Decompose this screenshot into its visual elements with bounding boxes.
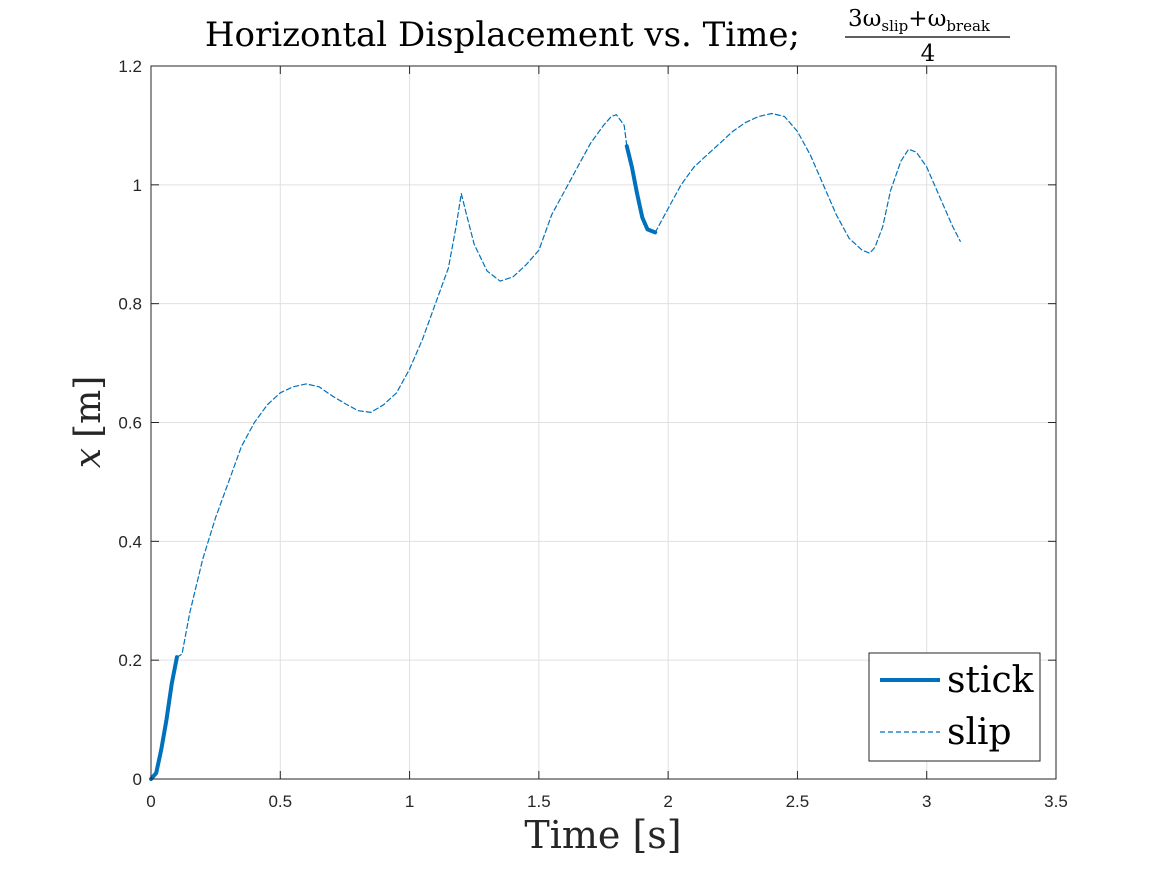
y-tick-label: 0.8: [118, 295, 142, 314]
axis-ticks: 0 0.5 1 1.5 2 2.5 3 3.5 0 0.2 0.4 0.6 0.8 1 1.2: [118, 57, 1067, 811]
y-tick-label: 0: [133, 770, 142, 789]
y-tick-label: 0.2: [118, 651, 142, 670]
y-tick-label: 1: [133, 176, 142, 195]
y-tick-label: 1.2: [118, 57, 142, 76]
title-numerator: 3ωslip+ωbreak: [848, 6, 991, 35]
grid-lines: [151, 66, 1056, 779]
title-text: Horizontal Displacement vs. Time;: [205, 15, 800, 55]
chart-title: Horizontal Displacement vs. Time; 3ωslip…: [205, 6, 1010, 67]
legend-stick-label: stick: [947, 660, 1035, 701]
y-axis-title: x[m]: [68, 376, 109, 469]
x-tick-label: 3: [922, 792, 931, 811]
series-line-slip: [654, 112, 961, 254]
x-tick-label: 2.5: [786, 792, 810, 811]
plot-area: 0 0.5 1 1.5 2 2.5 3 3.5 0 0.2 0.4 0.6 0.8 1 1.2: [118, 57, 1067, 811]
legend-box: [868, 652, 1041, 762]
series-line-slip: [176, 114, 628, 658]
x-tick-label: 1.5: [527, 792, 551, 811]
x-tick-label: 1: [405, 792, 414, 811]
series-line-stick: [624, 144, 658, 235]
legend-slip-label: slip: [947, 712, 1012, 753]
x-tick-label: 0.5: [268, 792, 292, 811]
y-tick-label: 0.6: [118, 414, 142, 433]
x-tick-label: 3.5: [1044, 792, 1068, 811]
series-line-stick: [149, 655, 179, 781]
x-tick-label: 0: [146, 792, 155, 811]
title-denominator: 4: [921, 41, 936, 67]
y-tick-label: 0.4: [118, 532, 142, 551]
series-layer: [149, 112, 961, 781]
x-axis-title: Time [s]: [524, 813, 681, 857]
x-tick-label: 2: [663, 792, 672, 811]
legend: stick slip: [868, 652, 1041, 762]
